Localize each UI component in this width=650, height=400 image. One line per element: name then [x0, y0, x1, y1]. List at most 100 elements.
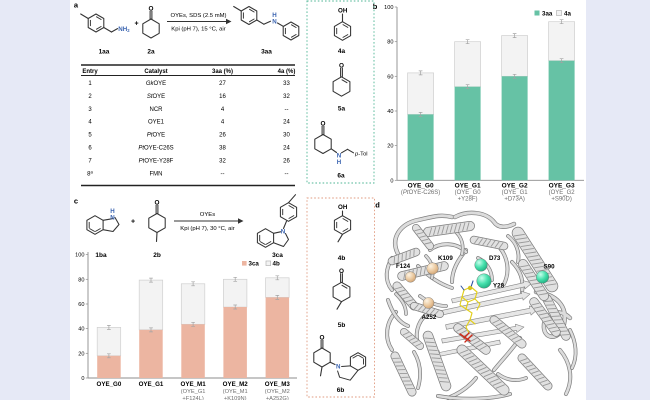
svg-text:F124: F124	[396, 263, 411, 270]
svg-text:4a: 4a	[338, 48, 346, 55]
svg-text:5a: 5a	[338, 106, 346, 113]
svg-text:100: 100	[75, 253, 84, 259]
svg-text:0: 0	[390, 178, 393, 184]
svg-text:+K109N): +K109N)	[224, 396, 247, 400]
svg-text:OYEs: OYEs	[200, 212, 215, 218]
svg-text:40: 40	[78, 327, 84, 333]
svg-text:O: O	[155, 200, 160, 207]
svg-text:6: 6	[88, 146, 92, 152]
svg-text:5b: 5b	[338, 322, 346, 329]
svg-text:b: b	[373, 2, 378, 11]
svg-text:FMN: FMN	[150, 171, 163, 177]
svg-text:GkOYE: GkOYE	[146, 81, 166, 87]
svg-text:N: N	[336, 363, 341, 370]
svg-text:2: 2	[88, 94, 92, 100]
svg-text:(OYE_G1: (OYE_G1	[181, 389, 206, 395]
svg-text:OYE_G1: OYE_G1	[139, 381, 164, 388]
svg-text:5: 5	[88, 133, 92, 139]
svg-text:S90: S90	[544, 264, 556, 271]
svg-text:NCR: NCR	[150, 107, 164, 113]
svg-text:OYE_M1: OYE_M1	[181, 381, 207, 388]
svg-text:60: 60	[387, 74, 393, 80]
svg-text:(OYE_M2: (OYE_M2	[265, 389, 290, 395]
svg-text:PtOYE-C26S: PtOYE-C26S	[138, 146, 173, 152]
svg-text:H: H	[272, 12, 277, 19]
svg-text:OYEs, SDS (2.5 mM): OYEs, SDS (2.5 mM)	[171, 13, 227, 19]
svg-text:27: 27	[219, 81, 226, 87]
svg-text:24: 24	[283, 146, 290, 152]
svg-text:3aa (%): 3aa (%)	[212, 69, 233, 75]
svg-text:c: c	[74, 197, 78, 206]
svg-text:A252: A252	[422, 314, 437, 321]
svg-text:26: 26	[219, 133, 226, 139]
svg-text:a: a	[74, 1, 79, 10]
svg-text:+A252G): +A252G)	[266, 396, 289, 400]
svg-text:1: 1	[88, 81, 92, 87]
svg-text:24: 24	[283, 120, 290, 126]
svg-text:+: +	[131, 219, 135, 226]
svg-text:Kpi (pH 7), 30 °C, air: Kpi (pH 7), 30 °C, air	[180, 226, 234, 232]
svg-text:N: N	[272, 19, 277, 26]
svg-text:+: +	[134, 21, 138, 28]
svg-text:Entry: Entry	[82, 69, 98, 75]
svg-text:OYE_G1: OYE_G1	[455, 183, 481, 190]
svg-text:OYE_M2: OYE_M2	[223, 381, 249, 388]
svg-text:32: 32	[219, 158, 226, 164]
svg-text:OYE_G0: OYE_G0	[408, 183, 434, 190]
svg-text:Y28: Y28	[493, 283, 505, 290]
svg-text:OYE_G2: OYE_G2	[502, 183, 528, 190]
svg-text:N: N	[110, 215, 115, 222]
svg-text:6b: 6b	[337, 387, 345, 394]
svg-text:80: 80	[78, 277, 84, 283]
svg-text:--: --	[285, 171, 289, 177]
svg-text:60: 60	[78, 302, 84, 308]
svg-text:K109: K109	[438, 255, 453, 262]
svg-text:PtOYE-Y28F: PtOYE-Y28F	[139, 158, 174, 164]
svg-text:30: 30	[283, 133, 290, 139]
svg-text:OYE_M3: OYE_M3	[265, 381, 291, 388]
svg-text:H: H	[337, 159, 342, 166]
svg-text:OYE1: OYE1	[148, 120, 165, 126]
svg-text:O: O	[149, 6, 154, 13]
svg-text:3aa: 3aa	[261, 49, 272, 56]
svg-text:1ba: 1ba	[95, 252, 107, 259]
svg-text:+Y28F): +Y28F)	[458, 196, 478, 202]
svg-text:+S90D): +S90D)	[551, 196, 572, 202]
svg-text:(OYE_G2: (OYE_G2	[549, 190, 576, 196]
svg-text:O: O	[339, 63, 344, 70]
svg-text:+F124L): +F124L)	[182, 396, 203, 400]
svg-text:O: O	[321, 121, 326, 128]
svg-text:StOYE: StOYE	[147, 94, 165, 100]
svg-text:0: 0	[81, 376, 84, 382]
svg-text:38: 38	[219, 146, 226, 152]
svg-text:3: 3	[88, 107, 92, 113]
svg-text:d: d	[375, 201, 380, 210]
svg-text:2b: 2b	[153, 252, 161, 259]
svg-text:N: N	[337, 153, 342, 160]
svg-text:(OYE_M1: (OYE_M1	[223, 389, 248, 395]
svg-text:1aa: 1aa	[99, 49, 110, 56]
svg-text:p-Tol: p-Tol	[354, 152, 368, 158]
svg-text:33: 33	[283, 81, 290, 87]
svg-text:4: 4	[88, 120, 92, 126]
svg-text:6a: 6a	[337, 173, 345, 180]
svg-text:NH2: NH2	[118, 26, 130, 33]
svg-text:8a: 8a	[87, 169, 93, 177]
svg-text:OH: OH	[338, 204, 348, 211]
svg-text:OYE_G3: OYE_G3	[549, 183, 575, 190]
svg-text:26: 26	[283, 158, 290, 164]
svg-text:16: 16	[219, 94, 226, 100]
svg-text:(OYE_G0: (OYE_G0	[455, 190, 482, 196]
svg-text:3aa: 3aa	[542, 11, 553, 18]
svg-text:2a: 2a	[147, 49, 155, 56]
svg-text:80: 80	[387, 40, 393, 46]
svg-text:H: H	[110, 208, 115, 215]
svg-text:4: 4	[221, 120, 225, 126]
svg-text:20: 20	[78, 351, 84, 357]
svg-text:OYE_G0: OYE_G0	[97, 381, 122, 388]
svg-text:4a (%): 4a (%)	[278, 69, 296, 75]
svg-text:40: 40	[387, 109, 393, 115]
svg-text:4b: 4b	[338, 255, 346, 262]
svg-text:OH: OH	[338, 8, 348, 15]
svg-text:4a: 4a	[564, 11, 571, 18]
